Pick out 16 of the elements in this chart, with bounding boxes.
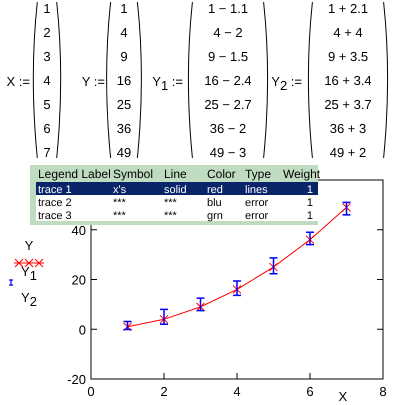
text: X := 1 2 3 4 5 6 7 bbox=[6, 1, 51, 160]
text: trace 2 *** *** blu error 1 bbox=[38, 197, 313, 209]
text: Y bbox=[24, 238, 34, 253]
y-tick-label: 20 bbox=[72, 272, 86, 288]
y-tick-label: 0 bbox=[78, 322, 86, 338]
text: Legend Label Symbol Line Color Type Weight bbox=[38, 167, 320, 181]
text: trace 3 *** *** grn error 1 bbox=[38, 210, 313, 222]
x-tick-label: 2 bbox=[160, 384, 168, 399]
x-tick-label: 4 bbox=[233, 384, 241, 399]
y-tick-label: -20 bbox=[67, 372, 86, 387]
x-axis-title: X bbox=[338, 389, 348, 404]
x-tick-label: 6 bbox=[306, 384, 314, 399]
x-tick-label: 8 bbox=[379, 384, 387, 399]
y-tick-label: 40 bbox=[72, 222, 86, 238]
text: trace 1 x's solid red lines 1 bbox=[38, 184, 313, 196]
text: Y := 1 4 9 16 25 36 49 bbox=[82, 1, 132, 160]
